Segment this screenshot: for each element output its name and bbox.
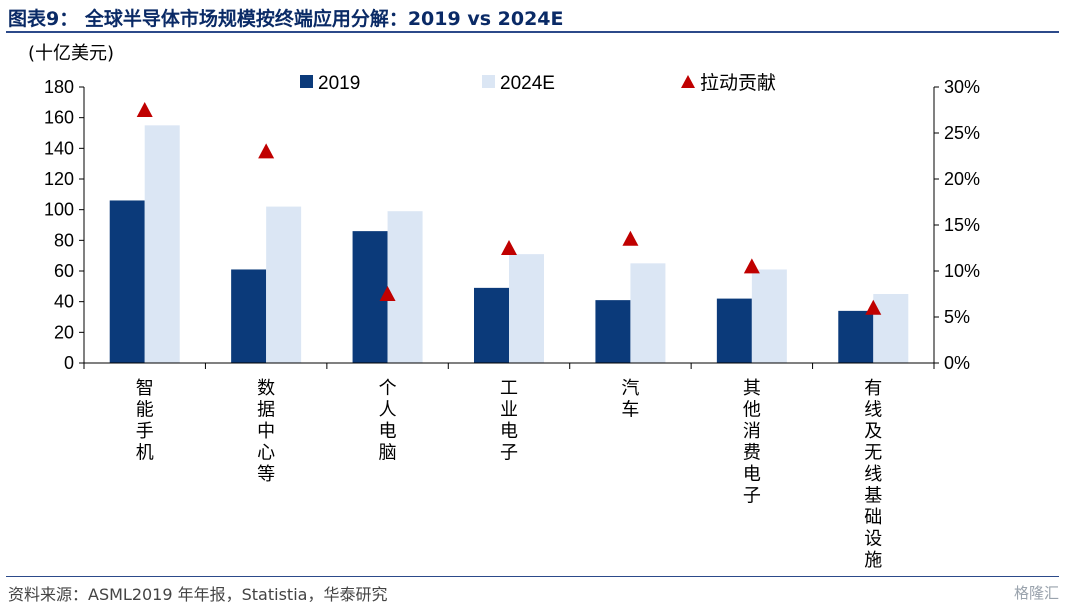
- category-label-char: 其: [743, 378, 761, 399]
- contribution-marker: [865, 299, 882, 315]
- bar-2019: [231, 269, 267, 363]
- right-tick-label: 20%: [944, 169, 980, 189]
- bar-2024e: [266, 206, 302, 363]
- category-label-char: 中: [257, 421, 275, 442]
- bar-2024e: [387, 211, 423, 363]
- category-label-char: 人: [379, 400, 397, 421]
- left-tick-label: 120: [44, 169, 74, 189]
- left-tick-label: 40: [54, 292, 74, 312]
- contribution-marker: [622, 230, 639, 246]
- bar-2019: [109, 200, 145, 363]
- category-label-char: 有: [864, 378, 882, 399]
- category-label-char: 据: [257, 400, 275, 421]
- left-tick-label: 100: [44, 200, 74, 220]
- bar-2024e: [509, 254, 544, 363]
- category-label-char: 础: [864, 507, 882, 528]
- category-label-char: 施: [864, 550, 882, 571]
- left-tick-label: 180: [44, 77, 74, 97]
- category-label-char: 电: [500, 421, 518, 442]
- category-label-char: 电: [743, 464, 761, 485]
- title-rule: [6, 31, 1059, 33]
- legend: 2019 2024E 拉动贡献: [300, 72, 776, 94]
- watermark: 格隆汇: [1013, 584, 1059, 602]
- legend-swatch-2019: [300, 75, 313, 88]
- bar-2024e: [873, 294, 909, 363]
- category-label-char: 汽: [621, 378, 639, 399]
- left-tick-label: 140: [44, 138, 74, 158]
- category-label-char: 线: [864, 400, 882, 421]
- category-label-char: 等: [257, 464, 275, 485]
- category-label-char: 心: [257, 443, 275, 464]
- legend-marker-contribution: [681, 75, 695, 88]
- category-label-char: 业: [500, 400, 518, 421]
- contribution-marker: [501, 240, 517, 255]
- right-tick-label: 15%: [944, 215, 980, 235]
- category-label-char: 机: [136, 443, 154, 464]
- category-label-char: 能: [136, 400, 154, 421]
- contribution-marker: [743, 258, 760, 274]
- category-label-char: 费: [743, 443, 761, 464]
- category-label-char: 他: [743, 400, 761, 421]
- contribution-marker: [258, 143, 275, 159]
- category-label-char: 子: [500, 443, 518, 464]
- left-tick-label: 20: [54, 322, 74, 342]
- category-label-char: 无: [864, 443, 882, 464]
- category-label-char: 工: [500, 378, 518, 399]
- category-label-char: 数: [257, 378, 275, 399]
- left-axis-ticks: 0 20 40 60 80 100 120 140 160 180: [44, 77, 74, 373]
- bar-2019: [838, 310, 874, 363]
- left-tick-label: 160: [44, 108, 74, 128]
- right-axis-ticks: 0% 5% 10% 15% 20% 25% 30%: [944, 77, 980, 373]
- bar-2019: [474, 287, 509, 363]
- category-label-char: 个: [379, 378, 397, 399]
- source-note: 资料来源：ASML2019 年年报，Statistia，华泰研究: [8, 585, 388, 604]
- contribution-marker: [379, 286, 396, 301]
- category-label-char: 消: [743, 421, 761, 442]
- bar-2024e: [751, 269, 787, 363]
- legend-label-2024e: 2024E: [500, 73, 555, 94]
- category-label-char: 手: [136, 421, 154, 442]
- right-tick-label: 10%: [944, 261, 980, 281]
- bars: [109, 125, 909, 363]
- category-label-char: 线: [864, 464, 882, 485]
- category-label-char: 及: [864, 421, 882, 442]
- footer-rule: [6, 576, 1059, 577]
- contribution-markers: [136, 102, 882, 315]
- left-tick-label: 60: [54, 261, 74, 281]
- left-tick-label: 0: [64, 353, 74, 373]
- bar-2024e: [630, 263, 666, 363]
- right-tick-label: 25%: [944, 123, 980, 143]
- category-label-char: 车: [621, 400, 639, 421]
- category-label-char: 子: [743, 486, 761, 507]
- bar-2024e: [144, 125, 180, 363]
- legend-label-2019: 2019: [318, 73, 360, 94]
- contribution-marker: [136, 102, 153, 117]
- right-tick-label: 5%: [944, 307, 970, 327]
- left-tick-label: 80: [54, 230, 74, 250]
- unit-label: (十亿美元): [28, 43, 114, 64]
- legend-label-contribution: 拉动贡献: [700, 72, 776, 94]
- right-tick-label: 30%: [944, 77, 980, 97]
- right-tick-label: 0%: [944, 353, 970, 373]
- figure-title: 图表9： 全球半导体市场规模按终端应用分解：2019 vs 2024E: [8, 8, 564, 30]
- axes: [79, 86, 939, 369]
- category-label-char: 基: [864, 486, 882, 507]
- category-label-char: 智: [136, 378, 154, 399]
- legend-swatch-2024e: [482, 75, 495, 88]
- category-label-char: 设: [864, 529, 882, 550]
- category-label-char: 脑: [379, 443, 397, 464]
- bar-2019: [595, 300, 631, 363]
- bar-2019: [716, 298, 752, 363]
- category-label-char: 电: [379, 421, 397, 442]
